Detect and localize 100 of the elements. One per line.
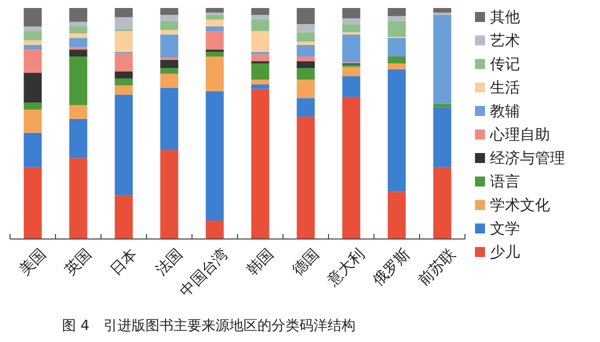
legend-label: 教辅 xyxy=(490,102,520,120)
legend-label: 文学 xyxy=(490,220,520,238)
legend-label: 其他 xyxy=(490,8,520,26)
x-tick-label: 德国 xyxy=(288,245,322,279)
x-tick-label: 英国 xyxy=(61,245,95,279)
legend-label: 生活 xyxy=(490,78,520,97)
bar xyxy=(24,132,42,168)
bar xyxy=(342,24,360,32)
bar xyxy=(160,74,178,88)
bar xyxy=(251,20,270,32)
legend-label: 经济与管理 xyxy=(490,149,565,168)
bar xyxy=(388,63,406,70)
bar xyxy=(251,80,270,84)
bar xyxy=(388,20,406,37)
x-tick-label: 韩国 xyxy=(243,245,277,279)
bar xyxy=(433,14,452,104)
bar xyxy=(251,14,270,20)
bar xyxy=(296,8,315,24)
bar xyxy=(69,26,88,34)
bar xyxy=(388,38,406,57)
bar xyxy=(160,68,178,74)
legend-label: 艺术 xyxy=(490,32,520,50)
bar xyxy=(206,220,224,239)
bar xyxy=(296,116,315,239)
bar xyxy=(69,56,88,106)
bar xyxy=(206,14,224,20)
bar xyxy=(296,24,315,32)
bar xyxy=(296,98,315,117)
bar xyxy=(433,104,452,108)
legend-label: 语言 xyxy=(490,172,520,191)
bar xyxy=(160,150,178,239)
bar xyxy=(160,20,178,30)
bar xyxy=(206,56,224,92)
bar xyxy=(69,158,88,239)
bar xyxy=(24,8,42,26)
bar xyxy=(114,78,133,86)
bar xyxy=(160,14,178,21)
legend-label: 心理自助 xyxy=(489,126,550,144)
bar xyxy=(69,38,88,48)
bar xyxy=(251,63,270,80)
bar xyxy=(342,66,360,76)
bar xyxy=(342,8,360,18)
bar xyxy=(296,32,315,42)
bar xyxy=(251,54,270,62)
bar xyxy=(69,50,88,57)
bar xyxy=(114,17,133,29)
bar xyxy=(433,107,452,168)
bar xyxy=(24,102,42,110)
bar xyxy=(388,56,406,64)
bar xyxy=(251,84,270,89)
x-tick-label: 日本 xyxy=(106,245,140,279)
bar xyxy=(160,88,178,150)
bar xyxy=(160,34,178,58)
bar xyxy=(114,72,133,78)
bar xyxy=(24,110,42,133)
bar xyxy=(342,96,360,239)
bar xyxy=(296,56,315,62)
bar xyxy=(114,195,133,239)
bar xyxy=(69,33,88,38)
bar xyxy=(342,34,360,62)
bar xyxy=(251,31,270,52)
x-tick-label: 俄罗斯 xyxy=(368,245,414,290)
bar xyxy=(206,8,224,13)
bar xyxy=(160,8,178,15)
bar xyxy=(114,53,133,72)
bar xyxy=(206,26,224,32)
x-tick-label: 前苏联 xyxy=(414,245,459,290)
bar xyxy=(433,8,452,13)
bar xyxy=(388,16,406,21)
x-tick-label: 意大利 xyxy=(322,245,368,290)
legend-label: 学术文化 xyxy=(490,196,550,214)
bar xyxy=(114,85,133,95)
bar xyxy=(114,31,133,52)
bar xyxy=(342,76,360,97)
bar xyxy=(388,192,406,239)
bar xyxy=(24,40,42,45)
bar xyxy=(342,18,360,24)
bar xyxy=(69,118,88,158)
bar xyxy=(24,26,42,32)
bar xyxy=(296,68,315,80)
bar xyxy=(206,91,224,221)
bar xyxy=(251,88,270,239)
bar xyxy=(24,72,42,103)
bar xyxy=(206,31,224,50)
bar xyxy=(388,8,406,16)
bar xyxy=(296,61,315,68)
bar xyxy=(114,8,133,18)
bar xyxy=(388,69,406,192)
bar xyxy=(206,52,224,57)
legend-label: 少儿 xyxy=(490,243,520,262)
bar xyxy=(24,44,42,50)
bar xyxy=(160,30,178,35)
bar xyxy=(433,167,452,239)
bar xyxy=(24,31,42,40)
bar xyxy=(69,105,88,119)
bar xyxy=(24,167,42,239)
bar xyxy=(69,8,88,22)
legend-label: 传记 xyxy=(490,55,520,74)
bar xyxy=(114,94,133,196)
bar xyxy=(296,80,315,98)
